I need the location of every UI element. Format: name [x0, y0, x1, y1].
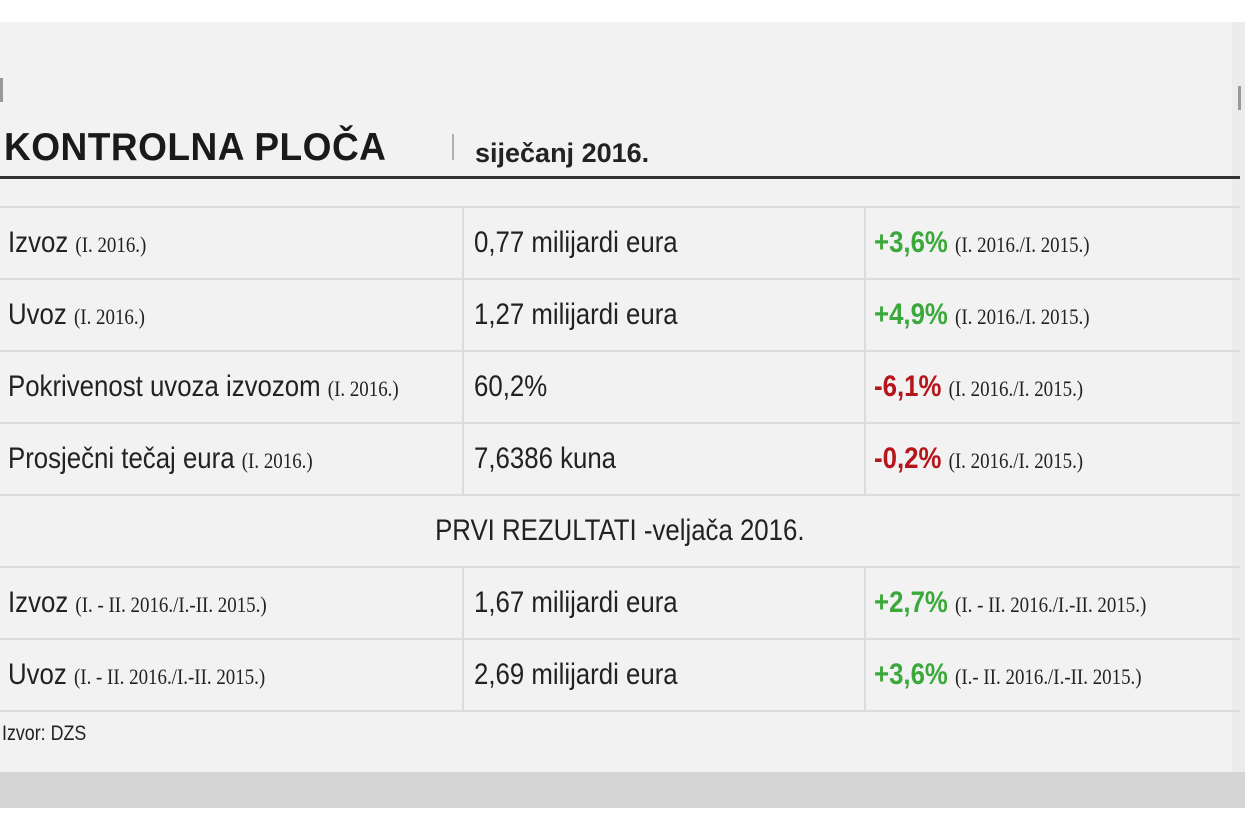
- indicator-value: 60,2%: [474, 370, 548, 403]
- change-period: (I. 2016./I. 2015.): [948, 376, 1084, 401]
- indicator-label: Prosječni tečaj eura: [8, 442, 235, 475]
- table-row: Izvoz (I. - II. 2016./I.-II. 2015.) 1,67…: [0, 567, 1240, 640]
- indicator-period: (I. 2016.): [241, 448, 313, 473]
- indicator-value-cell: 7,6386 kuna: [463, 423, 867, 496]
- indicator-value: 1,67 milijardi eura: [474, 586, 678, 619]
- section-heading-row: PRVI REZULTATI -veljača 2016.: [0, 495, 1240, 568]
- change-period: (I. 2016./I. 2015.): [955, 304, 1090, 329]
- indicator-label: Uvoz: [8, 658, 67, 691]
- indicator-value: 0,77 milijardi eura: [474, 226, 678, 259]
- indicator-value-cell: 2,69 milijardi eura: [463, 639, 867, 712]
- indicator-period: (I. 2016.): [327, 376, 399, 401]
- indicator-label-cell: Izvoz (I. 2016.): [0, 206, 465, 280]
- indicator-change-cell: +2,7% (I. - II. 2016./I.-II. 2015.): [865, 567, 1240, 640]
- table-row: Pokrivenost uvoza izvozom (I. 2016.) 60,…: [0, 351, 1240, 424]
- source-note: Izvor: DZS: [2, 722, 87, 745]
- indicator-label-cell: Uvoz (I. 2016.): [0, 279, 465, 352]
- indicator-value-cell: 1,67 milijardi eura: [463, 567, 867, 640]
- indicator-value-cell: 0,77 milijardi eura: [463, 206, 867, 280]
- header-rule: [0, 176, 1240, 179]
- indicator-change-cell: +3,6% (I. 2016./I. 2015.): [865, 206, 1240, 280]
- indicator-period: (I. 2016.): [75, 232, 147, 257]
- change-period: (I. 2016./I. 2015.): [955, 232, 1090, 257]
- indicator-label-cell: Izvoz (I. - II. 2016./I.-II. 2015.): [0, 567, 465, 640]
- change-value: -6,1%: [874, 370, 942, 403]
- indicator-label: Pokrivenost uvoza izvozom: [8, 370, 321, 403]
- left-edge-mark: [0, 78, 3, 102]
- indicator-label-cell: Pokrivenost uvoza izvozom (I. 2016.): [0, 351, 465, 424]
- right-edge-mark: [1238, 86, 1241, 110]
- indicator-change-cell: +4,9% (I. 2016./I. 2015.): [865, 279, 1240, 352]
- table-row: Uvoz (I. - II. 2016./I.-II. 2015.) 2,69 …: [0, 639, 1240, 712]
- change-value: +4,9%: [874, 298, 949, 331]
- change-period: (I. 2016./I. 2015.): [948, 448, 1084, 473]
- bottom-bar: [0, 772, 1245, 808]
- section-heading: PRVI REZULTATI -veljača 2016.: [435, 514, 805, 547]
- indicator-label: Izvoz: [8, 226, 69, 259]
- change-value: -0,2%: [874, 442, 942, 475]
- page-title: KONTROLNA PLOČA: [4, 126, 387, 169]
- indicator-label-cell: Prosječni tečaj eura (I. 2016.): [0, 423, 465, 496]
- indicator-value: 7,6386 kuna: [474, 442, 617, 475]
- table-row: Uvoz (I. 2016.) 1,27 milijardi eura +4,9…: [0, 279, 1240, 352]
- indicator-change-cell: +3,6% (I.- II. 2016./I.-II. 2015.): [865, 639, 1240, 712]
- change-period: (I. - II. 2016./I.-II. 2015.): [955, 592, 1147, 617]
- indicator-value-cell: 1,27 milijardi eura: [463, 279, 867, 352]
- indicator-value: 1,27 milijardi eura: [474, 298, 678, 331]
- table-row: Izvoz (I. 2016.) 0,77 milijardi eura +3,…: [0, 206, 1240, 280]
- table-row: Prosječni tečaj eura (I. 2016.) 7,6386 k…: [0, 423, 1240, 496]
- change-value: +3,6%: [874, 658, 949, 691]
- change-value: +2,7%: [874, 586, 949, 619]
- indicator-label: Uvoz: [8, 298, 67, 331]
- indicator-period: (I. - II. 2016./I.-II. 2015.): [73, 664, 266, 689]
- indicator-period: (I. 2016.): [73, 304, 145, 329]
- indicator-label-cell: Uvoz (I. - II. 2016./I.-II. 2015.): [0, 639, 465, 712]
- indicator-table: Izvoz (I. 2016.) 0,77 milijardi eura +3,…: [0, 206, 1240, 712]
- indicator-change-cell: -0,2% (I. 2016./I. 2015.): [865, 423, 1240, 496]
- change-value: +3,6%: [874, 226, 949, 259]
- title-separator: [452, 134, 454, 160]
- page-subtitle: siječanj 2016.: [475, 138, 650, 168]
- section-heading-cell: PRVI REZULTATI -veljača 2016.: [0, 495, 1240, 568]
- change-period: (I.- II. 2016./I.-II. 2015.): [955, 664, 1142, 689]
- indicator-value: 2,69 milijardi eura: [474, 658, 678, 691]
- indicator-label: Izvoz: [8, 586, 69, 619]
- dashboard-header: KONTROLNA PLOČA siječanj 2016.: [0, 120, 1240, 178]
- indicator-period: (I. - II. 2016./I.-II. 2015.): [75, 592, 267, 617]
- indicator-change-cell: -6,1% (I. 2016./I. 2015.): [865, 351, 1240, 424]
- indicator-value-cell: 60,2%: [463, 351, 867, 424]
